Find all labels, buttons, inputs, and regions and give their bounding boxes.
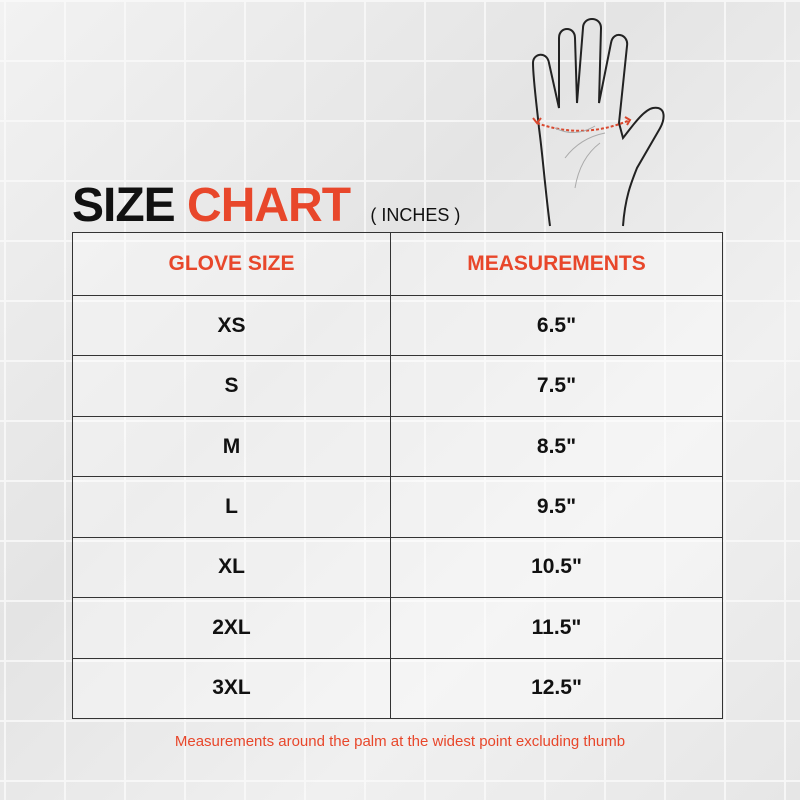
table-row: 3XL 12.5" [72,657,723,720]
table-row: M 8.5" [72,415,723,478]
size-cell: XS [72,294,391,357]
measurement-cell: 11.5" [390,597,723,659]
size-cell: M [72,415,391,478]
table-row: XL 10.5" [72,536,723,599]
page-title: SIZE CHART ( INCHES ) [72,178,460,233]
measurement-cell: 10.5" [390,536,723,599]
size-cell: 3XL [72,657,391,720]
measurement-cell: 7.5" [390,355,723,417]
size-table: GLOVE SIZE MEASUREMENTS XS 6.5" S 7.5" M 8.… [72,232,723,720]
table-row: XS 6.5" [72,294,723,357]
size-cell: L [72,476,391,538]
header-glove-size: GLOVE SIZE [72,232,391,296]
measurement-cell: 12.5" [390,657,723,720]
size-cell: S [72,355,391,417]
title-size: SIZE [72,179,176,232]
table-row: S 7.5" [72,355,723,417]
table-row: L 9.5" [72,476,723,538]
footnote: Measurements around the palm at the wide… [174,733,626,750]
size-cell: 2XL [72,597,391,659]
title-chart: CHART [187,179,351,232]
table-row: 2XL 11.5" [72,597,723,659]
measurement-cell: 8.5" [390,415,723,478]
hand-palm-measurement-icon [531,18,665,227]
header-measurements: MEASUREMENTS [390,232,723,296]
measurement-cell: 6.5" [390,294,723,357]
size-cell: XL [72,536,391,599]
measurement-cell: 9.5" [390,476,723,538]
title-unit: ( INCHES ) [370,205,461,225]
table-header-row: GLOVE SIZE MEASUREMENTS [72,232,723,296]
